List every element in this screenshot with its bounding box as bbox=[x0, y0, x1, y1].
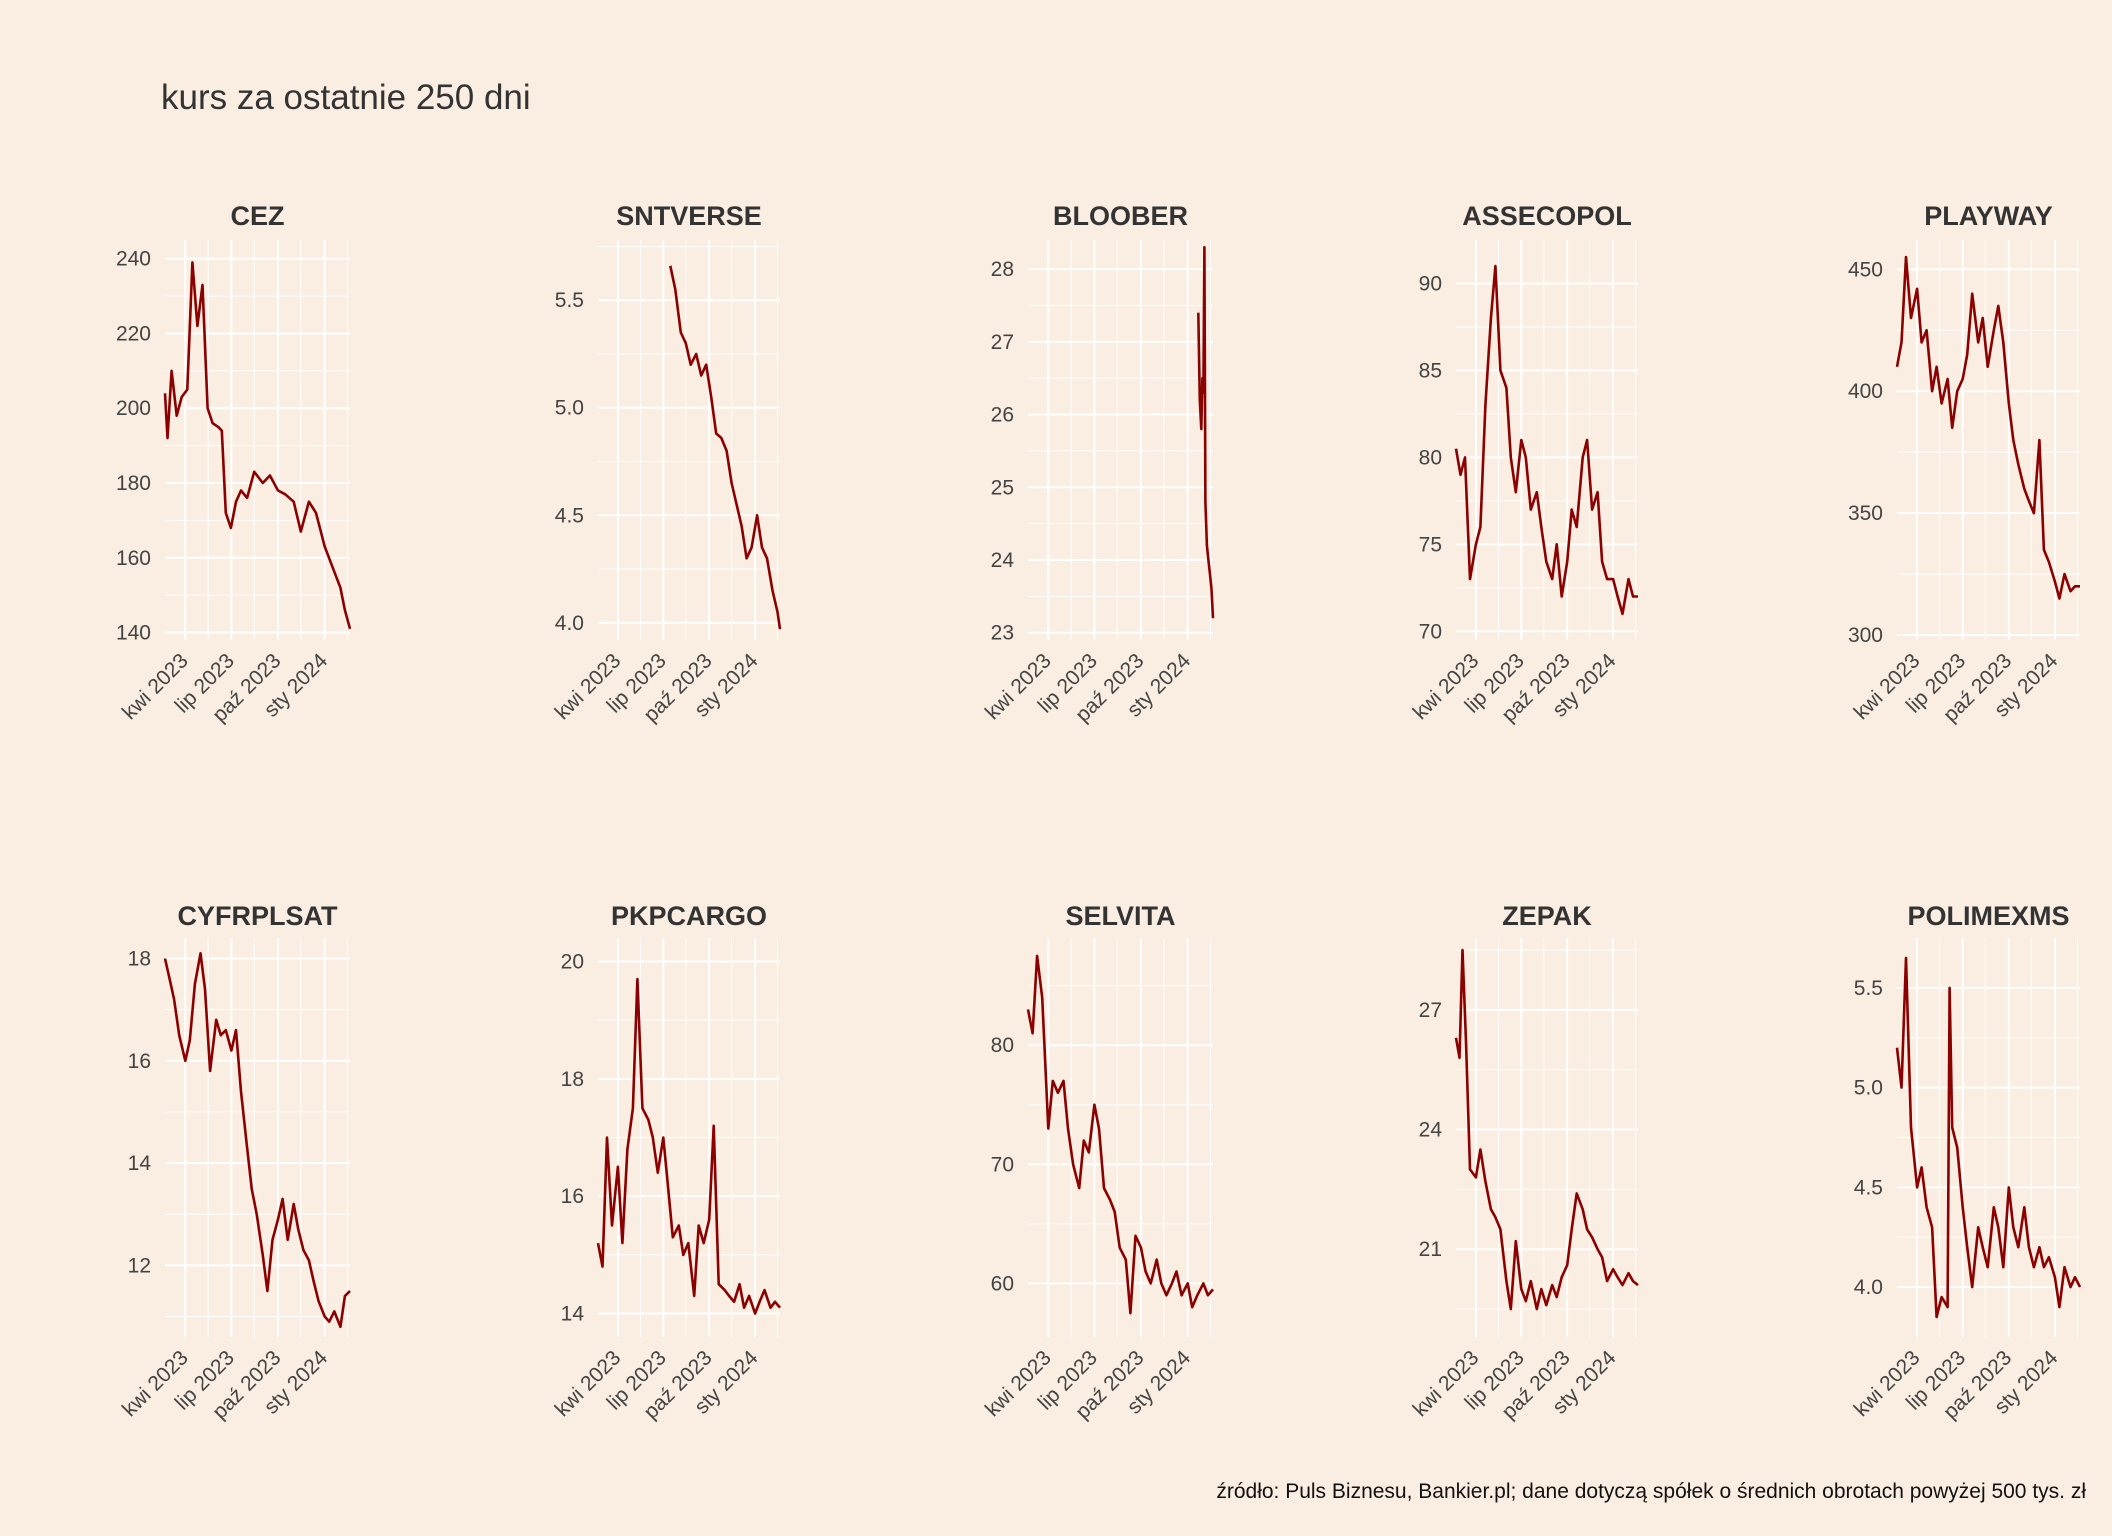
panel-title: SNTVERSE bbox=[616, 201, 762, 231]
y-tick-label: 4.0 bbox=[1854, 1276, 1883, 1299]
y-tick-label: 21 bbox=[1419, 1238, 1442, 1261]
panel-title: BLOOBER bbox=[1053, 201, 1188, 231]
price-line bbox=[669, 265, 782, 630]
y-tick-label: 12 bbox=[128, 1254, 151, 1277]
y-tick-label: 70 bbox=[991, 1153, 1014, 1176]
y-tick-label: 180 bbox=[116, 472, 151, 495]
y-tick-label: 4.5 bbox=[1854, 1176, 1883, 1199]
panel-title: CEZ bbox=[231, 201, 285, 231]
price-line bbox=[163, 951, 351, 1329]
chart-title: kurs za ostatnie 250 dni bbox=[161, 78, 531, 117]
y-tick-label: 14 bbox=[561, 1303, 585, 1326]
y-tick-label: 5.0 bbox=[1854, 1077, 1883, 1100]
y-tick-label: 18 bbox=[561, 1068, 584, 1091]
y-tick-label: 24 bbox=[1419, 1119, 1443, 1142]
y-tick-label: 18 bbox=[128, 947, 151, 970]
panel-title: PLAYWAY bbox=[1924, 201, 2053, 231]
panel-title: POLIMEXMS bbox=[1907, 901, 2069, 931]
panel-title: ASSECOPOL bbox=[1462, 201, 1632, 231]
y-tick-label: 20 bbox=[561, 950, 584, 973]
panel-title: SELVITA bbox=[1065, 901, 1175, 931]
price-line bbox=[163, 261, 352, 630]
y-tick-label: 26 bbox=[991, 404, 1014, 427]
panel-title: PKPCARGO bbox=[611, 901, 767, 931]
y-tick-label: 70 bbox=[1419, 620, 1442, 643]
y-tick-label: 80 bbox=[991, 1034, 1014, 1057]
y-tick-label: 60 bbox=[991, 1272, 1014, 1295]
price-line bbox=[1026, 954, 1214, 1315]
y-tick-label: 4.0 bbox=[555, 612, 584, 635]
price-line bbox=[1197, 246, 1215, 619]
y-tick-label: 23 bbox=[991, 622, 1014, 645]
y-tick-label: 16 bbox=[128, 1050, 151, 1073]
y-tick-label: 5.0 bbox=[555, 397, 584, 420]
y-tick-label: 90 bbox=[1419, 272, 1442, 295]
y-tick-label: 200 bbox=[116, 397, 151, 420]
price-line bbox=[596, 977, 781, 1315]
y-tick-label: 27 bbox=[1419, 999, 1442, 1022]
y-tick-label: 80 bbox=[1419, 446, 1442, 469]
y-tick-label: 5.5 bbox=[555, 289, 584, 312]
y-tick-label: 350 bbox=[1848, 502, 1883, 525]
panel-title: CYFRPLSAT bbox=[178, 901, 339, 931]
y-tick-label: 220 bbox=[116, 322, 151, 345]
price-line bbox=[1454, 948, 1639, 1311]
price-line bbox=[1454, 264, 1638, 616]
price-line bbox=[1895, 956, 2082, 1319]
y-tick-label: 16 bbox=[561, 1185, 584, 1208]
y-tick-label: 300 bbox=[1848, 624, 1883, 647]
y-tick-label: 25 bbox=[991, 476, 1014, 499]
y-tick-label: 400 bbox=[1848, 380, 1883, 403]
y-tick-label: 240 bbox=[116, 248, 151, 271]
source-caption: źródło: Puls Biznesu, Bankier.pl; dane d… bbox=[1216, 1480, 2086, 1503]
y-tick-label: 160 bbox=[116, 547, 151, 570]
y-tick-label: 24 bbox=[991, 549, 1015, 572]
y-tick-label: 85 bbox=[1419, 359, 1442, 382]
y-tick-label: 140 bbox=[116, 622, 151, 645]
y-tick-label: 450 bbox=[1848, 258, 1883, 281]
y-tick-label: 14 bbox=[128, 1152, 152, 1175]
price-line bbox=[1895, 255, 2080, 600]
panel-title: ZEPAK bbox=[1502, 901, 1592, 931]
y-tick-label: 4.5 bbox=[555, 504, 584, 527]
y-tick-label: 75 bbox=[1419, 533, 1442, 556]
y-tick-label: 28 bbox=[991, 258, 1014, 281]
y-tick-label: 27 bbox=[991, 331, 1014, 354]
y-tick-label: 5.5 bbox=[1854, 977, 1883, 1000]
